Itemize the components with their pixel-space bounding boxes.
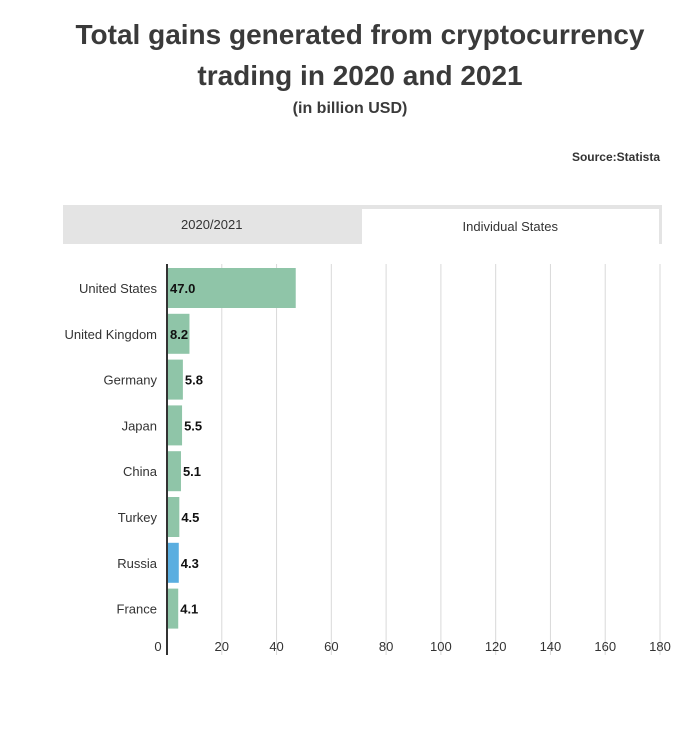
tab-bar: 2020/2021 Individual States	[63, 205, 662, 244]
x-tick-label-120: 120	[485, 639, 507, 654]
x-tick-label-0: 0	[154, 639, 161, 654]
x-tick-label-40: 40	[269, 639, 283, 654]
category-label-russia: Russia	[117, 556, 158, 571]
bar-japan	[167, 405, 183, 446]
x-tick-label-140: 140	[540, 639, 562, 654]
value-label-germany: 5.8	[185, 373, 203, 388]
x-tick-label-80: 80	[379, 639, 393, 654]
value-label-russia: 4.3	[181, 556, 199, 571]
bar-germany	[167, 359, 183, 400]
chart-title: Total gains generated from cryptocurrenc…	[0, 14, 700, 96]
x-tick-label-60: 60	[324, 639, 338, 654]
tab-2020-2021[interactable]: 2020/2021	[181, 217, 243, 232]
tab-individual-states[interactable]: Individual States	[361, 209, 659, 244]
category-label-united-states: United States	[79, 281, 158, 296]
bar-united-states	[167, 268, 296, 308]
value-label-japan: 5.5	[184, 418, 202, 433]
source-label: Source:Statista	[571, 150, 660, 164]
bar-china	[167, 451, 181, 492]
value-label-united-states: 47.0	[170, 281, 195, 296]
chart-title-line-2: trading in 2020 and 2021	[197, 60, 523, 91]
category-label-germany: Germany	[104, 373, 158, 388]
value-label-france: 4.1	[180, 602, 198, 617]
x-tick-label-20: 20	[215, 639, 229, 654]
category-label-united-kingdom: United Kingdom	[65, 327, 158, 342]
value-label-china: 5.1	[183, 464, 201, 479]
x-tick-label-180: 180	[649, 639, 671, 654]
x-tick-label-160: 160	[594, 639, 616, 654]
category-label-turkey: Turkey	[118, 510, 158, 525]
x-tick-label-100: 100	[430, 639, 452, 654]
category-label-japan: Japan	[122, 418, 157, 433]
bar-france	[167, 588, 179, 629]
bar-united-kingdom	[167, 313, 190, 354]
category-label-france: France	[117, 602, 157, 617]
bar-turkey	[167, 497, 180, 537]
chart-subtitle: (in billion USD)	[292, 100, 408, 117]
chart-title-line-1: Total gains generated from cryptocurrenc…	[75, 19, 645, 50]
bar-russia	[167, 542, 179, 583]
category-label-china: China	[123, 464, 158, 479]
value-label-turkey: 4.5	[181, 510, 199, 525]
value-label-united-kingdom: 8.2	[170, 327, 188, 342]
